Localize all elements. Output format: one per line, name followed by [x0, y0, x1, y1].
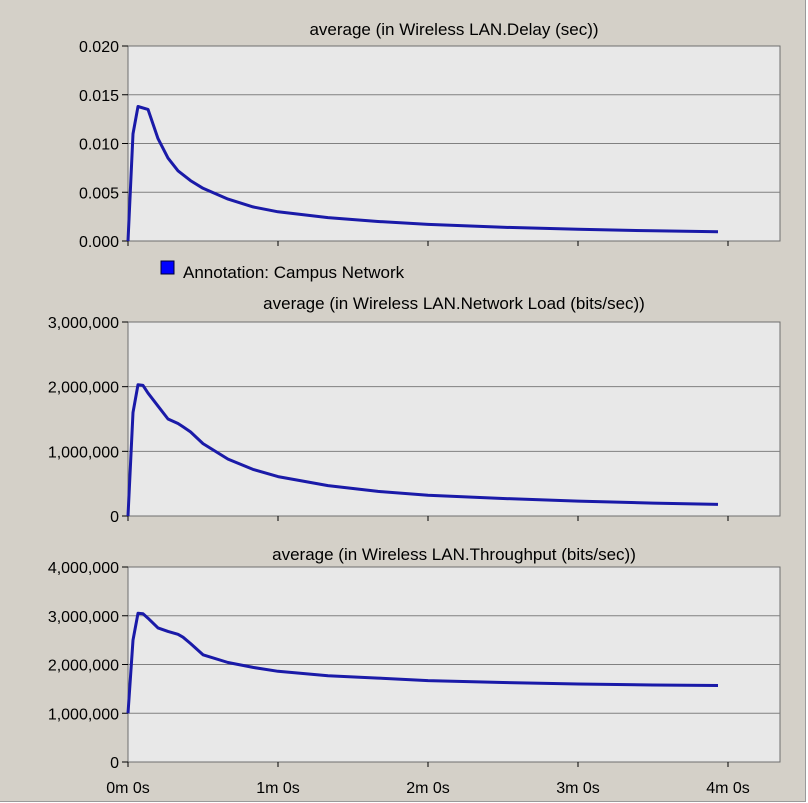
x-tick-label: 2m 0s: [406, 780, 450, 797]
y-tick-label: 0: [110, 509, 119, 526]
legend-label: Annotation: Campus Network: [183, 263, 405, 282]
legend: Annotation: Campus Network: [160, 260, 405, 282]
y-tick-label: 3,000,000: [48, 609, 119, 626]
series-line: [126, 105, 719, 242]
y-tick-label: 0.010: [79, 137, 119, 154]
y-tick-label: 2,000,000: [48, 380, 119, 397]
y-tick-label: 3,000,000: [48, 315, 119, 332]
chart-title: average (in Wireless LAN.Throughput (bit…: [272, 545, 636, 564]
y-tick-label: 0.015: [79, 88, 119, 105]
x-tick-label: 3m 0s: [556, 780, 600, 797]
y-tick-label: 0.020: [79, 39, 119, 56]
x-tick-label: 0m 0s: [106, 780, 150, 797]
x-tick-label: 4m 0s: [706, 780, 750, 797]
y-tick-label: 0.005: [79, 185, 119, 202]
series-line: [126, 383, 719, 517]
chart-panel-1: 0.020 0.015 0.010 0.005 0.000 average (in Wir…: [79, 20, 781, 251]
chart-panel-2: 3,000,000 2,000,000 1,000,000 0 average (in …: [48, 294, 781, 526]
plot-area: [127, 321, 781, 517]
y-tick-label: 4,000,000: [48, 560, 119, 577]
chart-panel-3: 4,000,000 3,000,000 2,000,000 1,000,000 0 ave…: [48, 545, 781, 772]
legend-swatch: [160, 260, 175, 275]
chart-title: average (in Wireless LAN.Network Load (b…: [263, 294, 645, 313]
y-tick-label: 1,000,000: [48, 444, 119, 461]
y-tick-label: 2,000,000: [48, 658, 119, 675]
y-tick-label: 0.000: [79, 234, 119, 251]
x-tick-label: 1m 0s: [256, 780, 300, 797]
chart-title: average (in Wireless LAN.Delay (sec)): [309, 20, 598, 39]
y-tick-label: 1,000,000: [48, 706, 119, 723]
y-tick-label: 0: [110, 755, 119, 772]
series-line: [126, 611, 719, 714]
